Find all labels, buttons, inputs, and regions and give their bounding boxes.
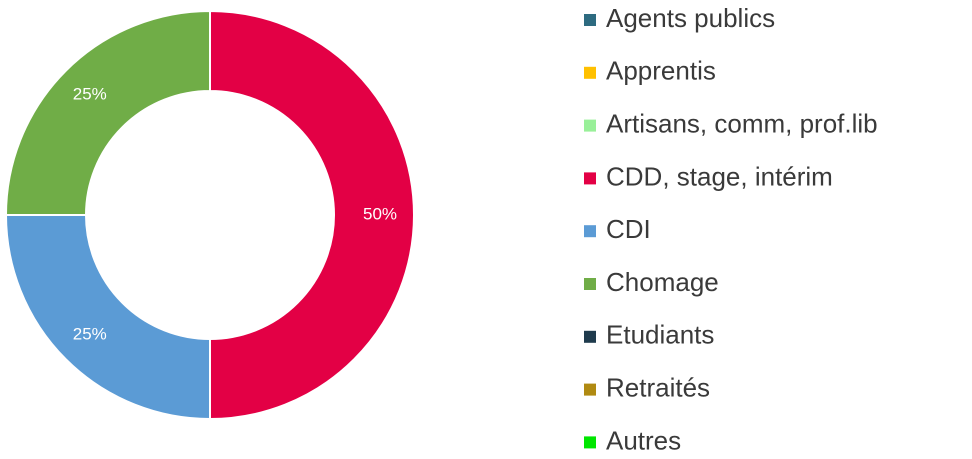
donut-segment	[4, 9, 211, 216]
legend-label: Artisans, comm, prof.lib	[606, 108, 878, 138]
donut-segment	[4, 214, 211, 421]
legend-swatch	[584, 225, 596, 238]
legend-swatch	[584, 172, 596, 185]
legend-swatch	[584, 66, 596, 79]
legend-label: Etudiants	[606, 320, 714, 350]
data-label: 50%	[363, 204, 397, 223]
legend-label: Chomage	[606, 267, 719, 297]
legend-swatch	[584, 383, 596, 396]
data-label: 25%	[73, 325, 107, 344]
legend-swatch	[584, 119, 596, 132]
legend-swatch	[584, 330, 596, 343]
legend-label: Agents publics	[606, 3, 775, 33]
legend-label: Retraités	[606, 372, 710, 402]
legend-label: Autres	[606, 425, 681, 455]
legend-swatch	[584, 436, 596, 449]
legend-swatch	[584, 278, 596, 290]
legend-label: Apprentis	[606, 56, 716, 86]
legend-swatch	[584, 14, 596, 26]
legend-label: CDI	[606, 214, 651, 244]
legend-label: CDD, stage, intérim	[606, 161, 833, 191]
donut-segment	[209, 9, 415, 421]
data-label: 25%	[73, 84, 107, 103]
